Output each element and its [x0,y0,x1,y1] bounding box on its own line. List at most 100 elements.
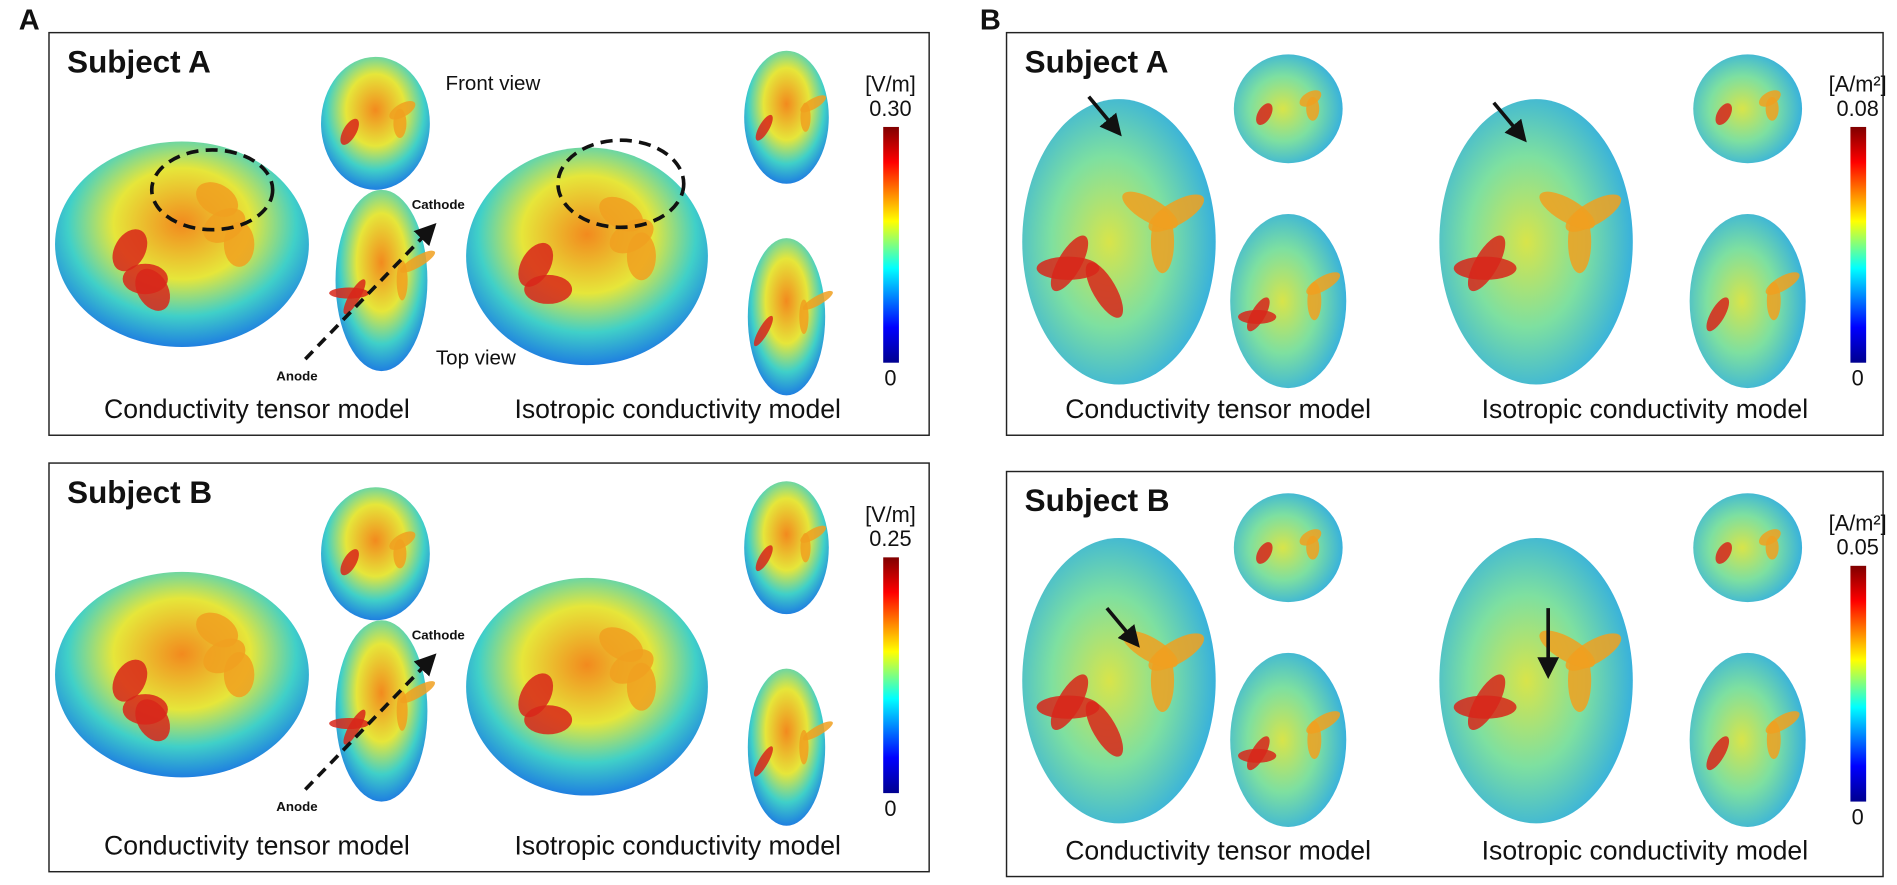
field-hotspot [599,627,644,662]
subplot-frame [48,462,930,873]
brain-render [1693,54,1803,164]
colorbar [1850,565,1867,802]
colorbar-unit: [A/m²] [1829,510,1887,535]
field-hotspot [1256,542,1273,564]
brain-render [1693,493,1803,603]
colorbar-max: 0.05 [1837,535,1879,560]
colorbar-min: 0 [1852,365,1864,390]
field-hotspot [196,182,239,217]
view-label: Top view [436,346,516,369]
model-caption: Isotropic conductivity model [1482,394,1808,424]
model-caption: Conductivity tensor model [104,831,410,861]
field-hotspot [135,268,171,311]
view-label: Front view [446,72,541,95]
brain-render [1230,213,1347,389]
field-hotspot [389,101,416,120]
field-hotspot [802,290,833,311]
field-hotspot [400,681,436,704]
colorbar [883,126,899,363]
colorbar [1850,126,1867,363]
model-caption: Isotropic conductivity model [1482,835,1808,865]
field-hotspot [1453,695,1517,719]
subplot-title: Subject B [67,475,212,510]
field-hotspot [800,95,827,113]
field-hotspot [1765,272,1800,295]
field-hotspot [1706,297,1730,332]
brain-render [466,147,708,366]
field-hotspot [203,208,246,243]
field-hotspot [1085,701,1124,757]
field-hotspot [1539,630,1595,668]
field-hotspot [1715,103,1732,125]
field-hotspot [753,315,773,347]
brain-render [321,487,430,621]
subplot-frame [1005,31,1884,436]
colorbar-unit: [V/m] [865,72,916,97]
subplot-title: Subject A [67,44,211,79]
electrode-label: Anode [276,799,317,814]
subplot-frame [1005,470,1884,878]
field-hotspot [1758,529,1781,546]
colorbar-max: 0.08 [1837,96,1879,121]
subplot-title: Subject A [1025,44,1169,79]
colorbar-max: 0.25 [869,526,911,551]
field-hotspot [800,525,827,543]
dashed-region [149,148,275,232]
field-hotspot [755,545,773,572]
brain-render [321,56,430,190]
field-hotspot [755,114,773,141]
field-hotspot [389,531,416,550]
panel-label: A [19,4,40,36]
field-hotspot [203,638,246,674]
subplot: Subject A [A/m²]0.08 0 Conductivity tensor … [1005,31,1887,436]
field-hotspot [599,196,644,232]
arrow [1087,95,1122,137]
colorbar [883,557,899,794]
field-hotspot [135,699,171,742]
model-caption: Conductivity tensor model [1065,835,1371,865]
field-hotspot [1237,748,1277,763]
brain-render [1022,538,1216,824]
field-hotspot [753,746,773,777]
model-caption: Isotropic conductivity model [514,831,840,861]
field-hotspot [1299,90,1322,107]
field-hotspot [1237,309,1277,324]
model-caption: Conductivity tensor model [1065,394,1371,424]
brain-render [466,577,708,796]
panel-label: B [980,4,1001,36]
subplot: Subject A Front view Top view Cathode Anode [… [48,31,930,436]
model-caption: Conductivity tensor model [104,394,410,424]
colorbar-max: 0.30 [869,96,911,121]
brain-render [1022,99,1216,385]
field-hotspot [1036,695,1100,719]
colorbar-min: 0 [884,365,896,390]
field-hotspot [1765,711,1800,734]
brain-render [747,238,826,396]
brain-render [55,141,309,347]
brain-render [1233,493,1343,603]
field-hotspot [1758,90,1781,107]
brain-render [1689,213,1806,389]
brain-render [1689,652,1806,827]
subplot: Subject B [A/m²]0.05 0 Conductivity tensor … [1005,470,1887,878]
brain-render [55,571,309,778]
brain-render [744,481,829,615]
subplot-title: Subject B [1025,483,1170,518]
electrode-label: Cathode [412,197,465,212]
brain-render [744,50,829,184]
brain-render [1439,538,1633,824]
model-caption: Isotropic conductivity model [514,394,840,424]
field-hotspot [802,721,833,741]
field-hotspot [1453,256,1517,280]
brain-render [1439,99,1633,385]
arrow [1105,606,1140,648]
field-hotspot [1085,262,1124,318]
arrow [1492,101,1527,143]
colorbar-min: 0 [884,796,896,821]
field-hotspot [112,659,148,702]
brain-render [747,668,826,826]
field-hotspot [1706,736,1730,771]
electrode-label: Cathode [412,627,465,642]
dashed-region [556,138,686,230]
